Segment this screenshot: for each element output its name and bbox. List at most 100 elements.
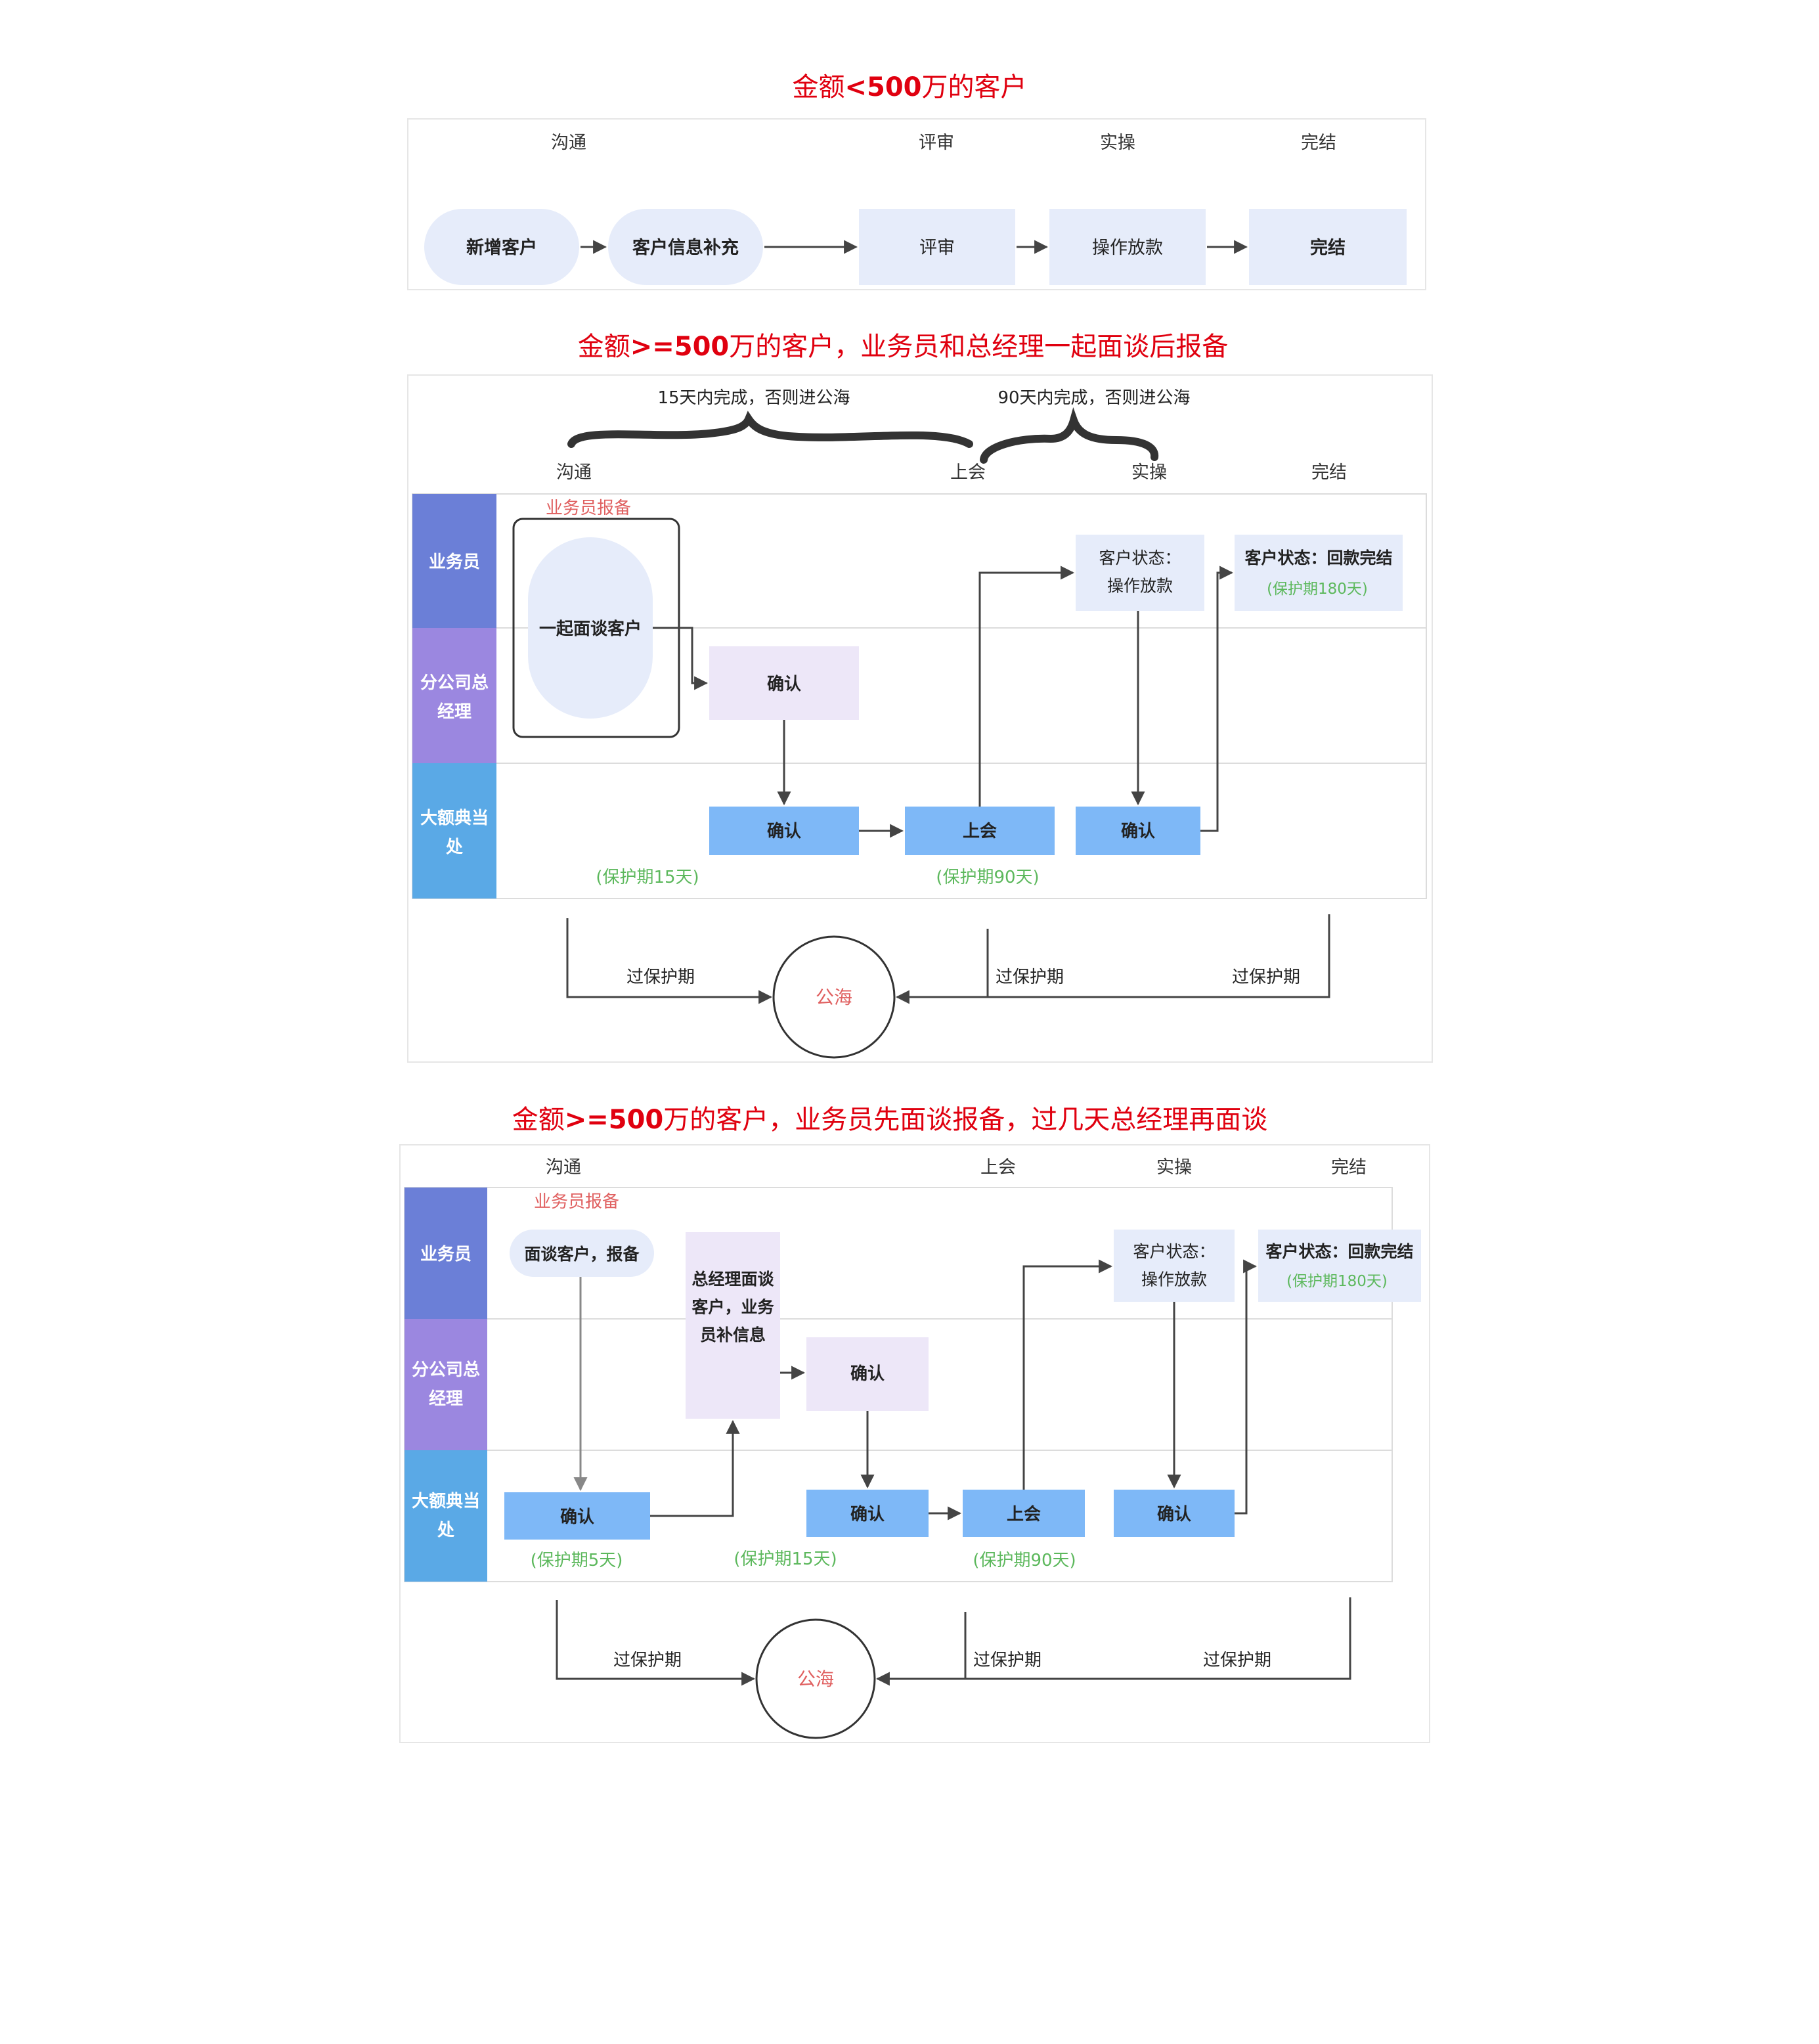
sales-report-label: 业务员报备	[546, 499, 631, 518]
stage-finish: 完结	[1311, 462, 1347, 483]
public-pool-circle[interactable]	[772, 935, 896, 1059]
node-status-done[interactable]	[1258, 1230, 1421, 1302]
stage-finish: 完结	[1331, 1157, 1367, 1178]
diagram-1: 沟通 评审 实操 完结 新增客户 客户信息补充 评审 操作放款 完结	[424, 133, 1407, 285]
node-big-confirm-1-label: 确认	[767, 821, 801, 841]
arrow-expire	[556, 1600, 756, 1686]
arrow	[653, 627, 709, 690]
diagram-2-panel	[407, 374, 1433, 1063]
node-status-loan-label: 客户状态：操作放款	[1133, 1242, 1215, 1289]
node-gm-confirm[interactable]	[709, 646, 859, 720]
node-review[interactable]	[859, 209, 1015, 285]
arrow-expire	[566, 918, 773, 1004]
node-big-confirm-5[interactable]	[504, 1492, 650, 1540]
expire-label: 过保护期	[1203, 1651, 1271, 1670]
protect-90-label: (保护期90天)	[973, 1551, 1076, 1570]
node-loan-operation-label: 操作放款	[1092, 238, 1163, 258]
diagram-2: 15天内完成，否则进公海 90天内完成，否则进公海 沟通 上会 实操 完结 业务…	[412, 388, 1427, 1059]
lane-header-big-pawn	[412, 763, 496, 899]
arrow	[1022, 1259, 1113, 1490]
node-interview-report[interactable]	[510, 1230, 654, 1277]
sales-report-label: 业务员报备	[534, 1192, 619, 1212]
node-meeting[interactable]	[905, 807, 1055, 855]
stage-communicate: 沟通	[556, 462, 592, 483]
node-status-loan-label: 客户状态：操作放款	[1099, 548, 1181, 596]
stage-communicate: 沟通	[551, 133, 586, 153]
arrow	[1235, 1259, 1258, 1515]
node-meeting-label: 上会	[1007, 1505, 1041, 1524]
node-meeting-label: 上会	[963, 822, 997, 841]
stage-meeting: 上会	[980, 1157, 1016, 1178]
node-gm-confirm[interactable]	[806, 1337, 929, 1411]
node-supplement-info[interactable]	[608, 209, 763, 285]
node-big-confirm-2-label: 确认	[1121, 821, 1155, 841]
arrow-expire	[895, 914, 1330, 1004]
lane-header-big-pawn-label: 大额典当处	[420, 809, 489, 857]
title-diagram-1: 金额<500万的客户	[0, 66, 1819, 104]
node-interview-report-label: 面谈客户，报备	[524, 1245, 640, 1264]
node-new-customer-label: 新增客户	[466, 237, 537, 258]
lane-header-sales-label: 业务员	[420, 1245, 471, 1264]
title-bold: >=500	[564, 1105, 664, 1135]
node-status-loan[interactable]	[1076, 535, 1204, 611]
node-status-done-label: 客户状态：回款完结	[1244, 548, 1392, 567]
title-text: 金额	[792, 72, 845, 102]
stage-review: 评审	[919, 133, 954, 153]
node-big-confirm-2[interactable]	[1076, 807, 1200, 855]
public-pool-label: 公海	[797, 1668, 834, 1690]
node-finish[interactable]	[1249, 209, 1407, 285]
diagram-3: 沟通 上会 实操 完结 业务员 分公司总经理 大额典当处 业务员报备 面谈客户，…	[404, 1157, 1421, 1739]
node-loan-operation[interactable]	[1049, 209, 1206, 285]
expire-label: 过保护期	[996, 967, 1064, 987]
protect-5-label: (保护期5天)	[531, 1551, 623, 1570]
node-big-confirm-5-label: 确认	[560, 1507, 594, 1527]
lane-header-big-pawn	[405, 1450, 487, 1582]
node-gm-interview[interactable]	[686, 1232, 780, 1419]
node-meeting[interactable]	[963, 1490, 1085, 1537]
node-gm-confirm-label: 确认	[850, 1364, 885, 1384]
public-pool-circle[interactable]	[755, 1618, 876, 1739]
lane-header-gm	[405, 1319, 487, 1450]
node-big-confirm-1-label: 确认	[850, 1504, 885, 1524]
lane-header-big-pawn-label: 大额典当处	[412, 1492, 480, 1540]
node-finish-label: 完结	[1310, 237, 1346, 258]
stage-meeting: 上会	[950, 462, 986, 483]
stage-practice: 实操	[1156, 1157, 1192, 1178]
node-status-loan[interactable]	[1114, 1230, 1235, 1302]
protect-15-label: (保护期15天)	[734, 1549, 837, 1569]
node-meet-together[interactable]	[528, 537, 653, 719]
stage-communicate: 沟通	[546, 1157, 581, 1178]
node-big-confirm-2[interactable]	[1114, 1490, 1235, 1537]
arrow	[978, 566, 1075, 807]
protect-90-label: (保护期90天)	[936, 868, 1039, 887]
node-gm-confirm-label: 确认	[767, 674, 801, 694]
node-big-confirm-1[interactable]	[806, 1490, 929, 1537]
lane-header-gm	[412, 628, 496, 763]
brace-90-days	[980, 407, 1159, 464]
node-big-confirm-1[interactable]	[709, 807, 859, 855]
public-pool-label: 公海	[816, 987, 852, 1008]
stage-practice: 实操	[1131, 462, 1167, 483]
arrow	[650, 1419, 740, 1517]
node-meet-together-label: 一起面谈客户	[539, 619, 642, 639]
expire-label: 过保护期	[1232, 967, 1300, 987]
protect-15-label: (保护期15天)	[596, 868, 699, 887]
protect-180-label: (保护期180天)	[1267, 581, 1368, 598]
title-bold: <500	[844, 72, 922, 102]
note-15-days: 15天内完成，否则进公海	[657, 388, 850, 408]
node-status-done-label: 客户状态：回款完结	[1265, 1242, 1413, 1261]
node-status-done[interactable]	[1235, 535, 1403, 611]
stage-practice: 实操	[1100, 133, 1135, 153]
note-90-days: 90天内完成，否则进公海	[997, 388, 1190, 408]
lane-header-sales	[412, 494, 496, 628]
title-text: 万的客户，业务员和总经理一起面谈后报备	[729, 332, 1229, 362]
brace-15-days	[567, 411, 973, 448]
expire-label: 过保护期	[613, 1651, 682, 1670]
lane-header-sales-label: 业务员	[429, 552, 480, 572]
node-new-customer[interactable]	[424, 209, 579, 285]
title-diagram-3: 金额>=500万的客户，业务员先面谈报备，过几天总经理再面谈	[0, 1098, 1799, 1136]
lane-header-gm-label: 分公司总经理	[412, 1360, 480, 1409]
title-text: 万的客户	[921, 72, 1027, 102]
arrow	[1200, 566, 1234, 832]
